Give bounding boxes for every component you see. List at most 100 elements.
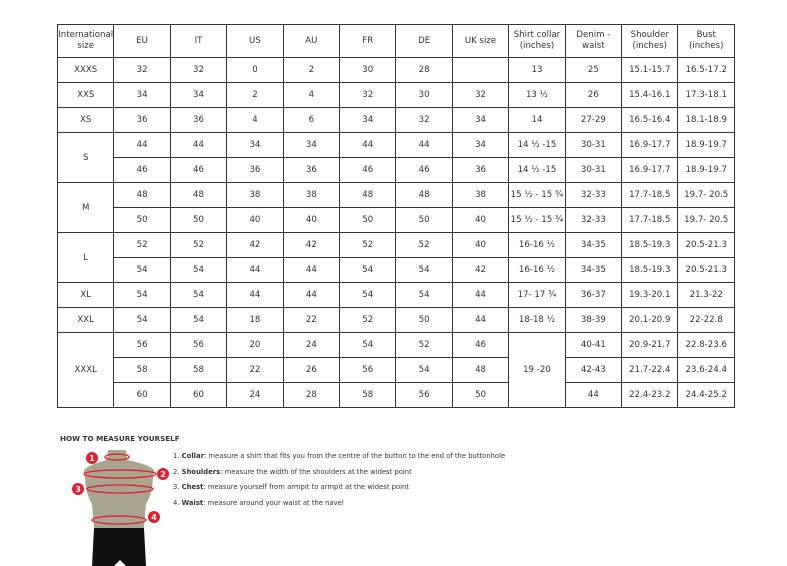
table-row: XXXL 56 56 20 24 54 52 46 19 -20 40-41 20.9-21.7 22… xyxy=(56,332,735,408)
table-cell: 24.4-25.2 xyxy=(677,382,735,408)
table-cell: 42-43 xyxy=(564,357,623,383)
table-cell xyxy=(451,57,510,83)
table-cell: 32-33 xyxy=(564,207,623,233)
table-row: 46 46 36 36 46 46 36 14 ½ -15 30-31 16.9-17.7 18.9… xyxy=(58,157,735,183)
table-cell: 22 xyxy=(226,357,284,383)
table-cell: 14 xyxy=(508,107,566,133)
table-cell: 21.3-22 xyxy=(677,282,735,308)
table-cell: 60 xyxy=(169,382,228,408)
table-cell: 54 xyxy=(339,282,397,308)
table-cell: 18.5-19.3 xyxy=(621,257,679,283)
table-cell: 54 xyxy=(339,332,397,358)
table-cell: 23.6-24.4 xyxy=(677,357,735,383)
table-cell: 38-39 xyxy=(564,307,623,333)
table-cell: 34 xyxy=(451,132,510,158)
table-cell: 56 xyxy=(395,382,453,408)
table-cell: 13 xyxy=(508,57,566,83)
table-cell: 44 xyxy=(564,382,623,408)
table-cell: 32 xyxy=(395,107,453,133)
table-cell: 50 xyxy=(395,307,453,333)
column-header: Bust (inches) xyxy=(677,24,735,58)
table-cell: 56 xyxy=(113,332,171,358)
table-cell: 22-22.8 xyxy=(677,307,735,333)
table-cell: 20.9-21.7 xyxy=(621,332,679,358)
table-cell: 58 xyxy=(169,357,228,383)
step-chest: 3. Chest: measure yourself from armpit t… xyxy=(173,483,409,491)
column-header: US xyxy=(226,24,284,58)
table-cell: 22.4-23.2 xyxy=(621,382,679,408)
table-cell: 2 xyxy=(282,57,341,83)
table-cell: 54 xyxy=(169,307,228,333)
table-cell: 24 xyxy=(226,382,284,408)
table-cell: 13 ½ xyxy=(508,82,566,108)
table-cell: 52 xyxy=(395,232,453,258)
table-cell: 36 xyxy=(113,107,171,133)
table-cell: 60 xyxy=(113,382,171,408)
table-cell: 50 xyxy=(113,207,171,233)
table-cell: 44 xyxy=(395,132,453,158)
table-row: S 44 44 34 34 44 44 34 14 ½ -15 30-31 16.9-17.7 18.… xyxy=(56,132,735,183)
table-cell: 32 xyxy=(113,57,171,83)
table-cell: 48 xyxy=(395,182,453,208)
size-chart-table: International size EU IT US AU FR DE UK size Shi… xyxy=(56,24,735,408)
torso-measurement-figure: 1 2 3 4 xyxy=(72,450,169,566)
svg-text:3: 3 xyxy=(75,485,81,494)
table-row: 60 60 24 28 58 56 50 44 22.4-23.2 24.4-25.2 xyxy=(58,382,735,408)
table-cell: 15.1-15.7 xyxy=(621,57,679,83)
table-cell: 16.9-17.7 xyxy=(621,132,679,158)
column-header: DE xyxy=(395,24,453,58)
table-cell: 0 xyxy=(226,57,284,83)
table-row: XXL 54 54 18 22 52 50 44 18-18 ½ 38-39 20.1-20.9 22… xyxy=(56,307,735,333)
table-cell: 46 xyxy=(339,157,397,183)
table-cell: 18.9-19.7 xyxy=(677,157,735,183)
size-cell: XXS xyxy=(56,82,115,108)
column-header: IT xyxy=(169,24,228,58)
svg-text:2: 2 xyxy=(160,470,166,479)
table-cell: 18.5-19.3 xyxy=(621,232,679,258)
table-cell: 20 xyxy=(226,332,284,358)
table-cell: 40 xyxy=(226,207,284,233)
table-cell: 20.5-21.3 xyxy=(677,232,735,258)
table-row: XL 54 54 44 44 54 54 44 17- 17 ¾ 36-37 19.3-20.1 21… xyxy=(56,282,735,308)
table-cell: 54 xyxy=(113,307,171,333)
table-cell: 54 xyxy=(169,282,228,308)
table-cell: 40-41 xyxy=(564,332,623,358)
table-cell: 17.7-18.5 xyxy=(621,182,679,208)
column-header: UK size xyxy=(451,24,510,58)
table-cell: 46 xyxy=(451,332,510,358)
table-cell: 52 xyxy=(113,232,171,258)
table-cell: 18 xyxy=(226,307,284,333)
step-collar: 1. Collar: measure a shirt that fits you… xyxy=(173,452,506,460)
table-cell: 48 xyxy=(113,182,171,208)
table-cell: 18.9-19.7 xyxy=(677,132,735,158)
table-cell: 19.7- 20.5 xyxy=(677,182,735,208)
table-cell: 54 xyxy=(339,257,397,283)
table-cell: 22.8-23.6 xyxy=(677,332,735,358)
table-cell: 44 xyxy=(113,132,171,158)
table-cell: 44 xyxy=(339,132,397,158)
table-cell: 54 xyxy=(169,257,228,283)
table-cell: 15.4-16.1 xyxy=(621,82,679,108)
table-row: 54 54 44 44 54 54 42 16-16 ½ 34-35 18.5-19.3 20.5-… xyxy=(58,257,735,283)
table-cell: 40 xyxy=(451,207,510,233)
table-cell: 54 xyxy=(395,282,453,308)
column-header: EU xyxy=(113,24,171,58)
table-cell: 46 xyxy=(395,157,453,183)
svg-text:1: 1 xyxy=(89,454,95,463)
table-cell: 50 xyxy=(169,207,228,233)
table-cell: 36 xyxy=(169,107,228,133)
table-cell: 34 xyxy=(451,107,510,133)
table-cell: 16-16 ½ xyxy=(508,232,566,258)
table-cell: 38 xyxy=(282,182,341,208)
table-cell: 16.5-17.2 xyxy=(677,57,735,83)
table-cell: 18.1-18.9 xyxy=(677,107,735,133)
header-row: International size EU IT US AU FR DE UK size Shi… xyxy=(56,24,735,58)
size-cell: XXL xyxy=(56,307,115,333)
table-cell: 34 xyxy=(113,82,171,108)
table-cell: 17.7-18.5 xyxy=(621,207,679,233)
table-cell: 34 xyxy=(339,107,397,133)
table-cell: 56 xyxy=(169,332,228,358)
measurement-steps: 1. Collar: measure a shirt that fits you… xyxy=(173,452,505,514)
table-cell: 42 xyxy=(226,232,284,258)
table-cell: 19.7- 20.5 xyxy=(677,207,735,233)
